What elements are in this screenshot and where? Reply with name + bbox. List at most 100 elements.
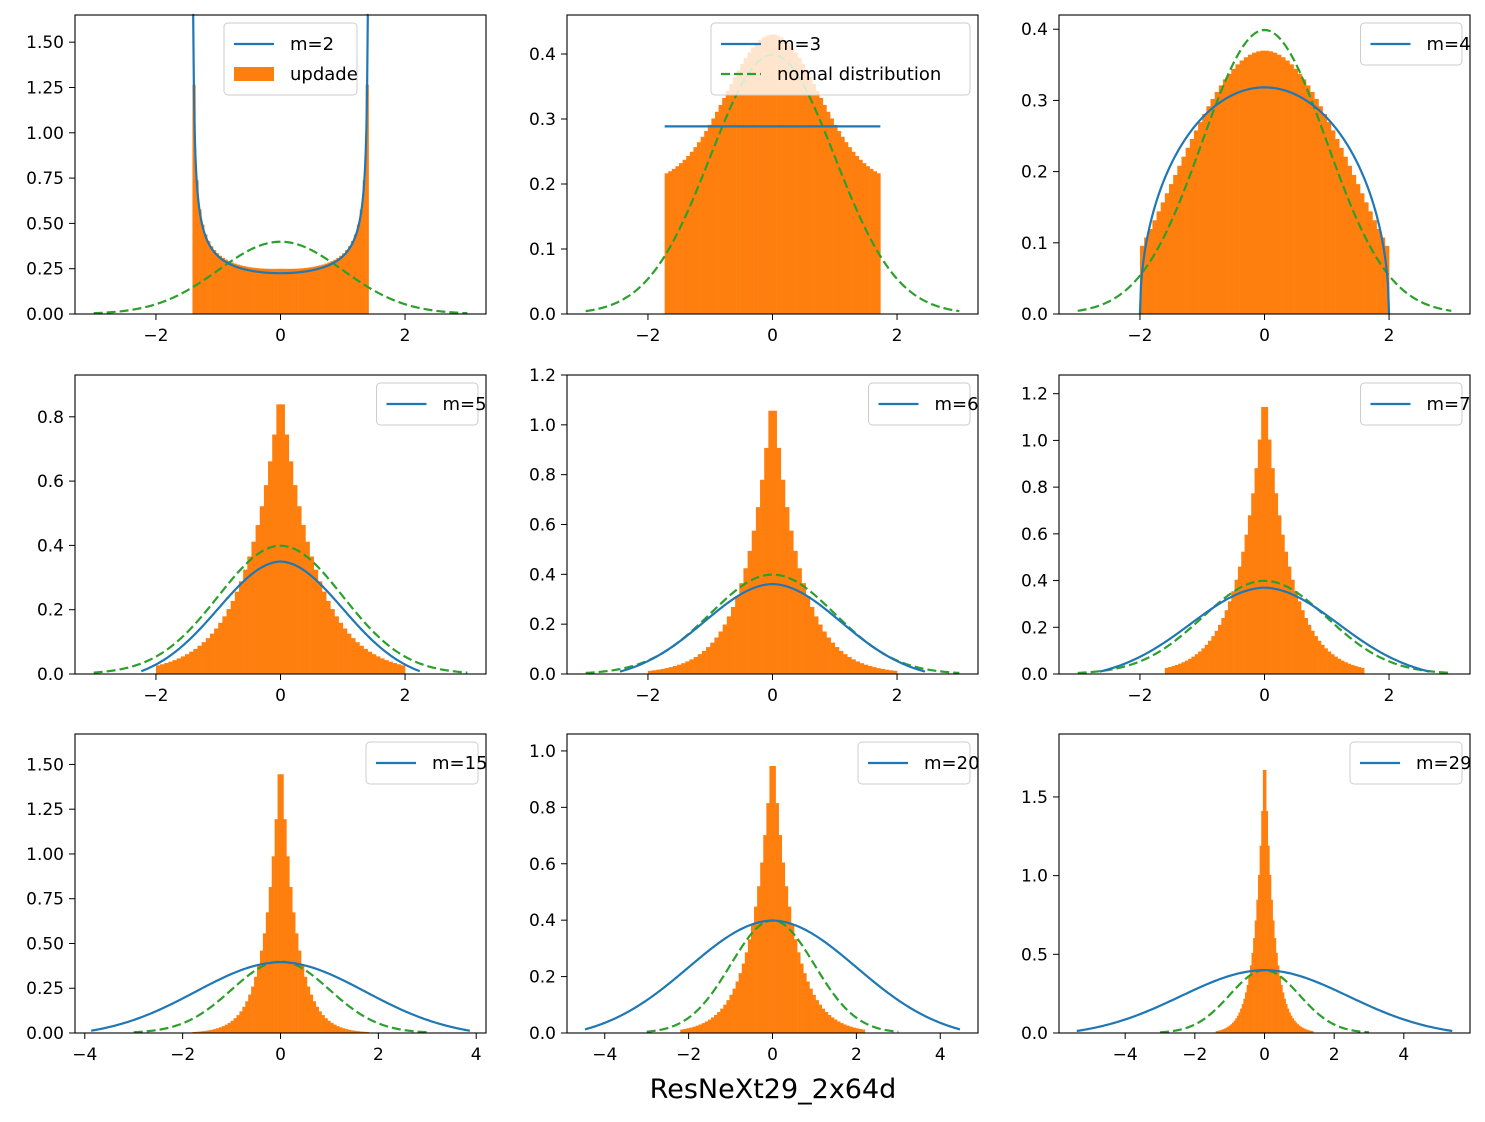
histogram-bar [1297, 73, 1303, 314]
histogram-bar [292, 268, 296, 314]
histogram-bar [797, 57, 802, 315]
histogram-bar [1211, 636, 1215, 674]
histogram-bar [242, 1006, 246, 1033]
histogram-bar [210, 246, 214, 314]
histogram-bar [779, 37, 784, 315]
histogram-bar [740, 63, 745, 315]
histogram-bar [254, 267, 258, 314]
histogram-bar [1164, 193, 1170, 314]
subplot-m5: −2 0 2 0.0 0.2 0.4 0.6 0.8 m=5 [37, 374, 487, 706]
histogram-bar [1208, 640, 1212, 674]
histogram-bar [248, 267, 252, 314]
histogram-bar [872, 667, 877, 674]
histogram-bar [215, 253, 220, 314]
histogram-bar [198, 209, 202, 314]
histogram-bar [675, 166, 680, 314]
theoretical-curve [192, 13, 369, 275]
theoretical-curve [1076, 968, 1453, 1033]
histogram-bar [726, 616, 732, 674]
histogram-bar [356, 224, 361, 314]
histogram-bar [747, 939, 752, 1033]
histogram-bar [272, 434, 277, 674]
histogram-bar [214, 628, 219, 674]
y-tick-label: 0.75 [26, 890, 64, 910]
histogram-bar [1301, 1027, 1304, 1033]
histogram-bar [1318, 106, 1323, 314]
histogram-bar [365, 84, 369, 314]
histogram-bar [1254, 468, 1259, 674]
y-tick-label: 1.25 [26, 800, 64, 820]
histogram-bar [855, 661, 860, 674]
y-tick-label: 1.5 [1021, 788, 1048, 808]
histogram-bar [821, 1008, 826, 1033]
histogram-bar [1191, 656, 1196, 674]
histogram-bar [707, 1019, 712, 1033]
histogram-bar [247, 556, 252, 674]
histogram-bar [1267, 845, 1270, 1033]
legend-box [376, 382, 479, 426]
histogram-bar [1220, 1029, 1223, 1033]
histogram-bar [714, 111, 719, 314]
histogram-bar [704, 1021, 709, 1033]
histogram-bar [326, 600, 331, 674]
normal-distribution-curve [1077, 579, 1452, 675]
histogram-bar [346, 633, 352, 674]
x-tick-label: 2 [1384, 686, 1395, 706]
histogram-bar [677, 664, 682, 674]
histogram-bar [840, 1023, 844, 1033]
histogram-bar [363, 648, 368, 674]
histogram-bar [342, 253, 346, 314]
histogram-bar [718, 631, 723, 674]
legend: m=3 nomal distribution [710, 22, 971, 96]
histogram-bar [781, 862, 786, 1033]
histogram-bar [855, 155, 860, 314]
histogram-bar [209, 633, 215, 674]
histogram-bar [843, 654, 848, 674]
histogram-bar [772, 410, 777, 674]
x-tick-label: 2 [892, 326, 903, 346]
x-tick-label: 2 [1329, 1045, 1340, 1065]
legend-label: nomal distribution [777, 64, 941, 85]
histogram-bar [280, 268, 284, 314]
histogram-bar [686, 1028, 690, 1033]
histogram-bar [1360, 667, 1365, 674]
legend-box [1360, 22, 1463, 66]
histogram-bar [680, 1029, 684, 1033]
histogram-bar [847, 147, 852, 314]
legend-label: m=7 [1427, 394, 1471, 415]
y-tick-label: 0.25 [26, 260, 64, 280]
theoretical-curve [1099, 586, 1430, 673]
histogram-bar [652, 670, 657, 674]
histogram-bar [647, 670, 653, 674]
y-tick-label: 0.8 [529, 466, 556, 486]
x-tick-label: 0 [275, 1045, 286, 1065]
histogram-bar [1282, 992, 1285, 1033]
histogram-bar [321, 1015, 325, 1033]
histogram-bar [350, 241, 355, 314]
histogram-bar [315, 1006, 319, 1033]
histogram-bar [1301, 610, 1305, 674]
histogram-bar [755, 507, 761, 674]
subplot-m2: −2 0 2 0.00 0.25 0.50 0.75 1.00 1.25 1.50 m=2 updad… [26, 13, 487, 346]
histogram-bar [312, 266, 317, 314]
histogram-bar [1280, 984, 1283, 1033]
histogram-bar [794, 52, 798, 315]
histogram-bar [751, 530, 757, 674]
histogram-bar [1335, 138, 1340, 314]
histogram-bar [353, 1030, 358, 1033]
histogram-bar [758, 39, 763, 314]
y-tick-label: 0.8 [529, 798, 556, 818]
histogram-bar [1311, 1031, 1314, 1033]
histogram-bar [257, 268, 261, 314]
histogram-bar [679, 163, 683, 314]
histogram-bar [761, 37, 766, 315]
histogram-bar [787, 906, 792, 1033]
histogram-bar [306, 267, 311, 314]
legend: m=20 [857, 741, 980, 785]
histogram-bar [321, 264, 325, 314]
histogram-bar [1227, 73, 1232, 314]
histogram-bar [1310, 1030, 1312, 1033]
histogram-bar [197, 645, 202, 674]
histogram-bar [215, 1028, 220, 1033]
histogram-bar [700, 136, 705, 314]
